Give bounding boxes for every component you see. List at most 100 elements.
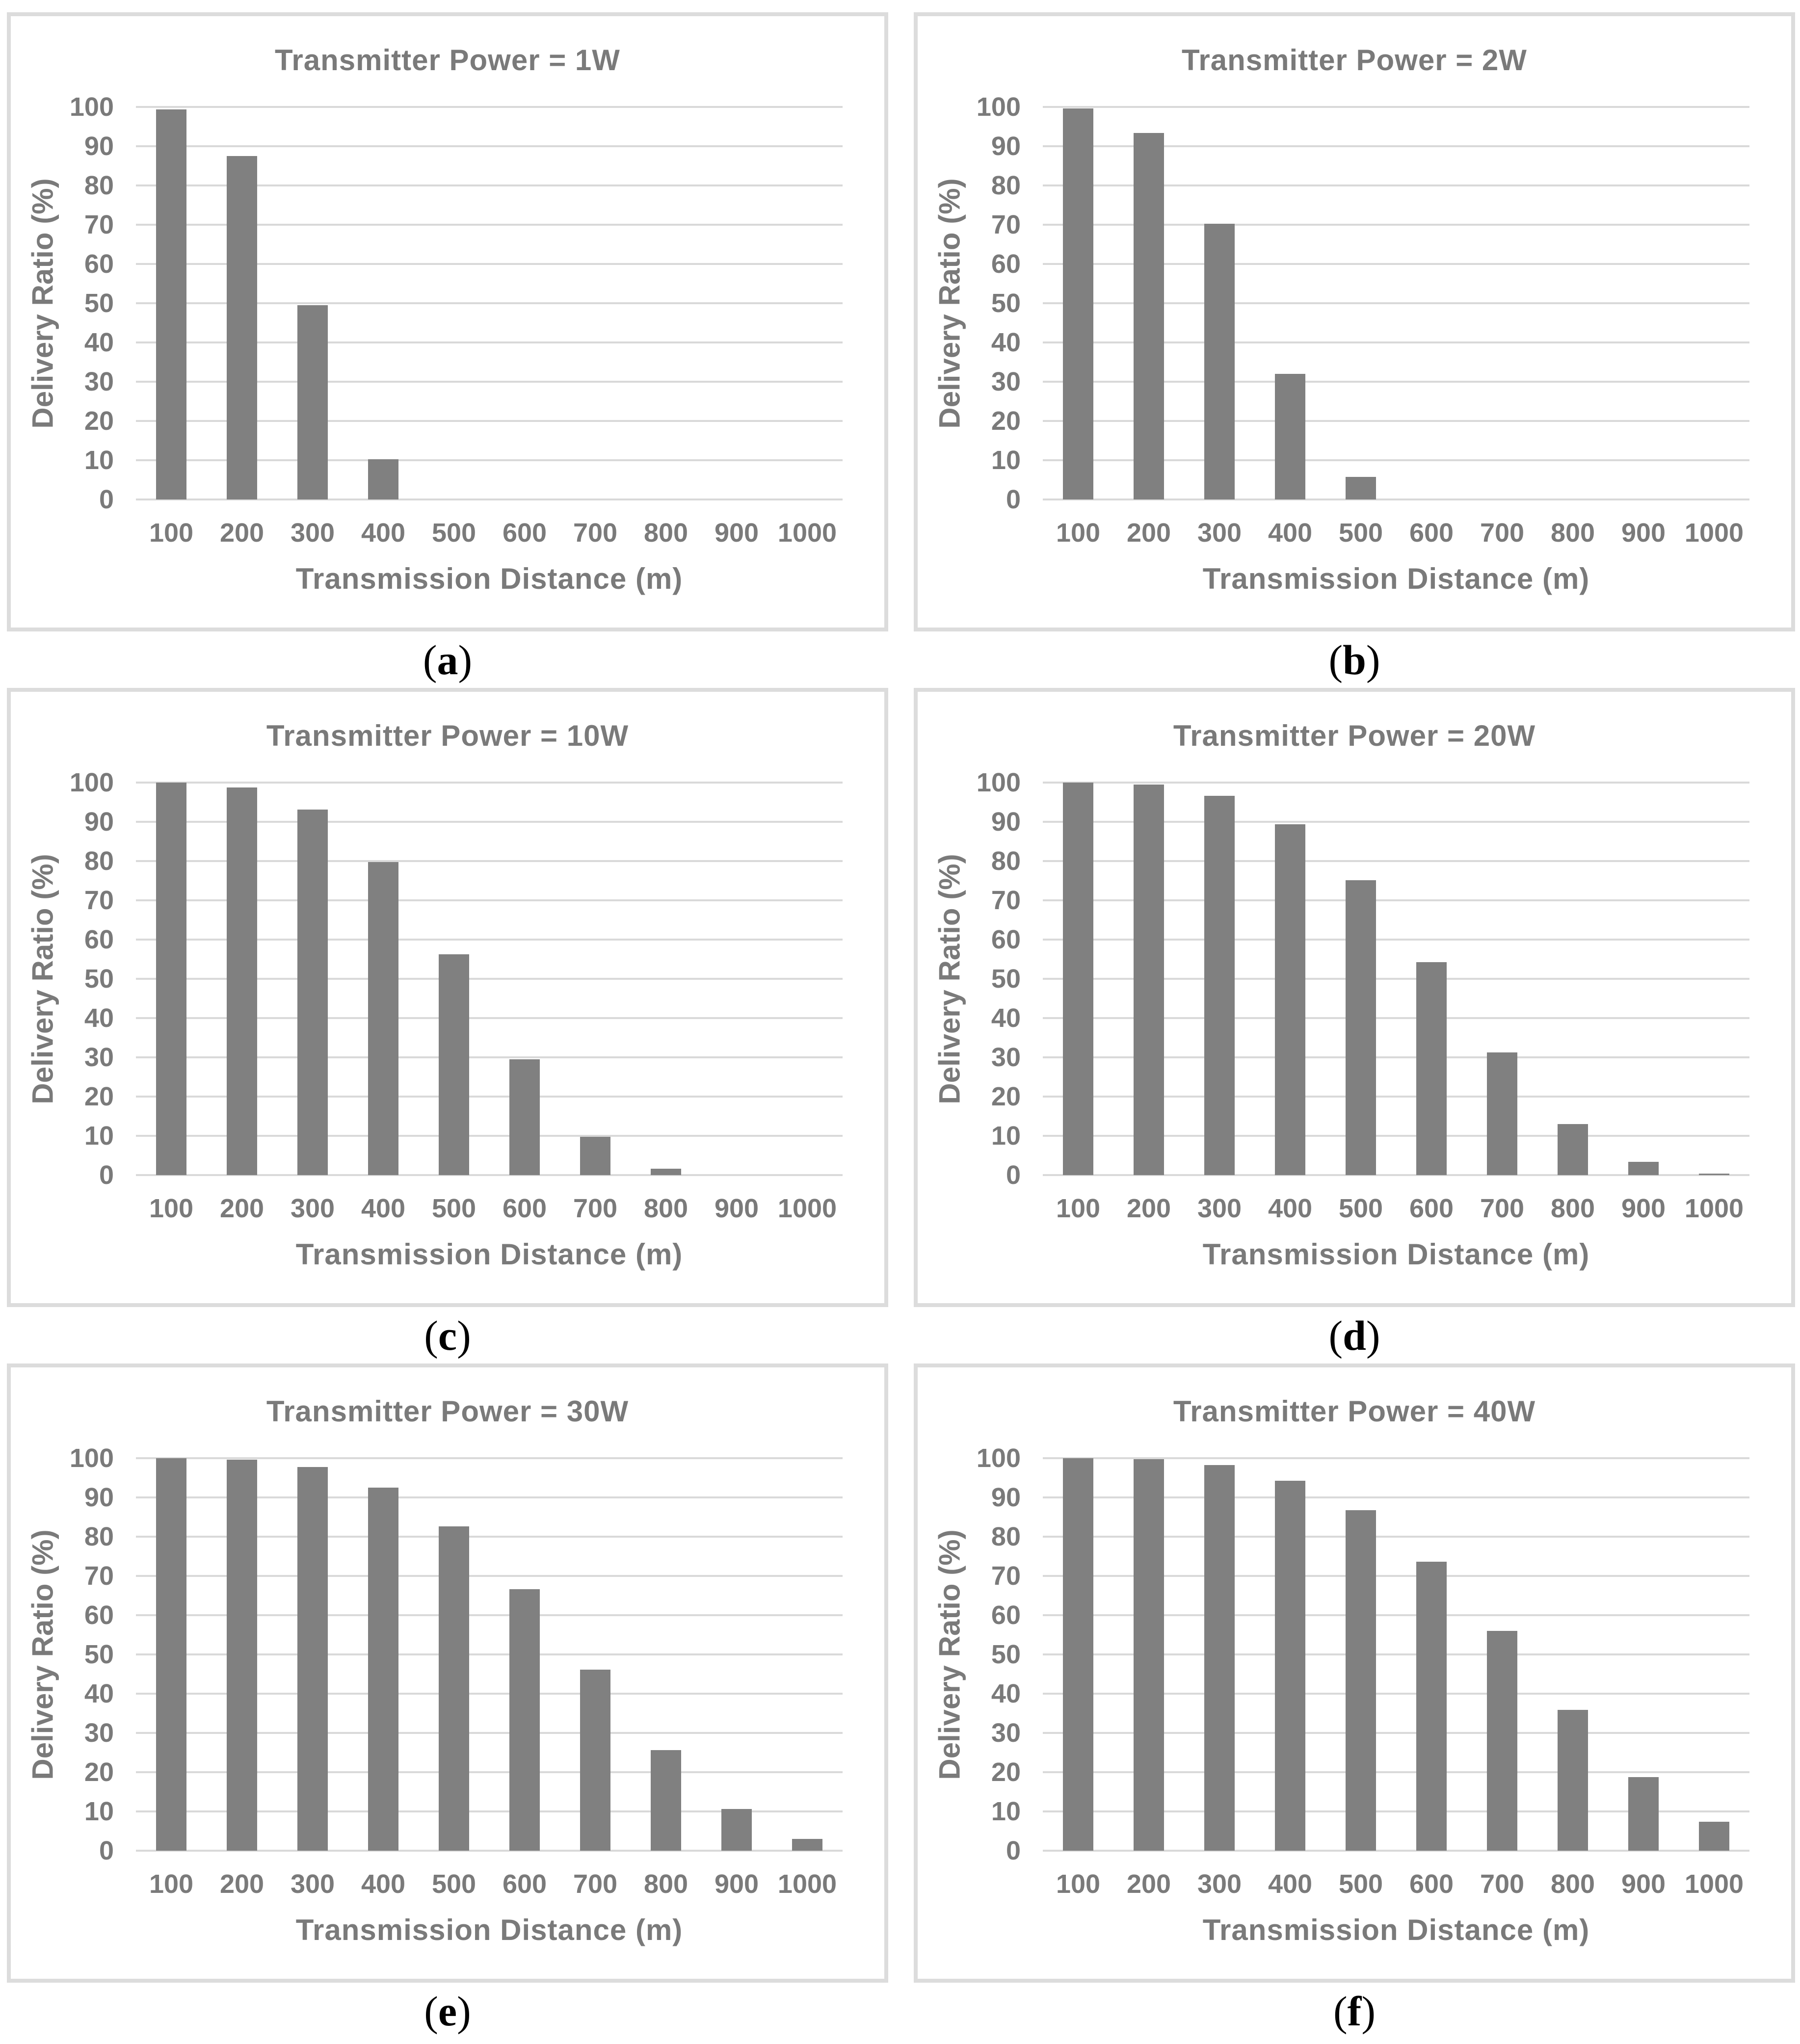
bar-slot-900 bbox=[701, 107, 772, 499]
gridline bbox=[1043, 1850, 1749, 1852]
y-tick-label: 90 bbox=[84, 1483, 114, 1512]
bar-400 bbox=[1275, 1480, 1305, 1851]
bar-300 bbox=[297, 305, 328, 499]
bar-slot-500 bbox=[419, 1458, 489, 1851]
bar-slot-700 bbox=[560, 783, 631, 1175]
chart-caption-letter: a bbox=[437, 636, 458, 683]
gridline bbox=[136, 1457, 843, 1459]
gridline bbox=[1043, 1693, 1749, 1695]
y-tick-label: 0 bbox=[1006, 485, 1021, 514]
bar-400 bbox=[368, 1488, 398, 1851]
bar-slot-200 bbox=[1113, 783, 1184, 1175]
x-tick-label: 200 bbox=[219, 1194, 265, 1223]
x-tick-label: 700 bbox=[1480, 1194, 1525, 1223]
gridline bbox=[1043, 1457, 1749, 1459]
x-tick-label: 100 bbox=[1056, 1869, 1101, 1899]
y-tick-label: 10 bbox=[84, 445, 114, 475]
bar-slot-100 bbox=[136, 783, 207, 1175]
gridline bbox=[136, 1017, 843, 1019]
y-tick-label: 10 bbox=[84, 1797, 114, 1826]
chart-panel-e: Transmitter Power = 30W Delivery Ratio (%… bbox=[7, 1363, 888, 1983]
y-tick-label: 20 bbox=[84, 1082, 114, 1111]
bar-slot-800 bbox=[631, 783, 701, 1175]
gridline bbox=[136, 1135, 843, 1137]
y-tick-label: 20 bbox=[84, 1757, 114, 1787]
x-tick-label: 300 bbox=[290, 1194, 335, 1223]
bar-100 bbox=[1063, 108, 1093, 499]
bar-slot-800 bbox=[1537, 783, 1608, 1175]
x-tick-label: 500 bbox=[1338, 1869, 1383, 1899]
bar-slot-600 bbox=[489, 1458, 560, 1851]
gridline bbox=[136, 263, 843, 265]
x-tick-label: 1000 bbox=[777, 1194, 837, 1223]
y-tick-label: 20 bbox=[84, 406, 114, 436]
x-tick-label: 600 bbox=[502, 518, 547, 548]
gridline bbox=[136, 1575, 843, 1577]
x-tick-label: 500 bbox=[431, 518, 476, 548]
bar-100 bbox=[156, 1458, 186, 1851]
x-axis-title: Transmission Distance (m) bbox=[1202, 1238, 1590, 1271]
bar-slot-1000 bbox=[772, 1458, 843, 1851]
y-tick-label: 20 bbox=[991, 1082, 1021, 1111]
chart-title: Transmitter Power = 2W bbox=[1182, 44, 1527, 77]
gridline bbox=[1043, 263, 1749, 265]
chart-cell-c: Transmitter Power = 10W Delivery Ratio (%… bbox=[7, 688, 888, 1363]
y-tick-label: 50 bbox=[84, 1640, 114, 1669]
bar-slot-200 bbox=[1113, 107, 1184, 499]
bar-slot-200 bbox=[207, 1458, 277, 1851]
chart-title: Transmitter Power = 10W bbox=[266, 719, 629, 752]
gridline bbox=[136, 939, 843, 941]
x-tick-label: 600 bbox=[502, 1194, 547, 1223]
gridline bbox=[136, 978, 843, 980]
bar-series bbox=[136, 107, 843, 499]
gridline bbox=[136, 459, 843, 461]
bar-slot-800 bbox=[1537, 107, 1608, 499]
bar-600 bbox=[509, 1059, 540, 1175]
bar-slot-500 bbox=[419, 107, 489, 499]
gridline bbox=[136, 1056, 843, 1058]
bar-400 bbox=[1275, 374, 1305, 499]
bar-1000 bbox=[792, 1839, 822, 1851]
y-tick-label: 40 bbox=[991, 1679, 1021, 1708]
y-axis-ticks: 0 10 20 30 40 50 60 70 80 90 100 bbox=[11, 94, 136, 513]
x-tick-label: 300 bbox=[290, 1869, 335, 1899]
bar-slot-300 bbox=[1184, 783, 1255, 1175]
bar-800 bbox=[651, 1169, 681, 1175]
bar-600 bbox=[509, 1589, 540, 1851]
y-tick-label: 70 bbox=[84, 886, 114, 915]
x-tick-label: 100 bbox=[149, 1194, 194, 1223]
y-tick-label: 80 bbox=[991, 1522, 1021, 1551]
bar-slot-900 bbox=[1608, 783, 1679, 1175]
y-tick-label: 0 bbox=[99, 1836, 114, 1865]
x-axis-title: Transmission Distance (m) bbox=[295, 1913, 683, 1946]
y-tick-label: 40 bbox=[991, 1003, 1021, 1033]
bar-slot-700 bbox=[1467, 107, 1537, 499]
bar-800 bbox=[1558, 1709, 1588, 1851]
bar-slot-600 bbox=[1396, 107, 1467, 499]
bar-200 bbox=[1134, 132, 1164, 499]
chart-caption-d: (d) bbox=[1328, 1311, 1380, 1359]
bar-100 bbox=[156, 109, 186, 499]
bar-slot-1000 bbox=[1679, 1458, 1749, 1851]
bar-slot-300 bbox=[277, 783, 348, 1175]
bar-1000 bbox=[1699, 1821, 1729, 1851]
chart-panel-d: Transmitter Power = 20W Delivery Ratio (%… bbox=[914, 688, 1795, 1307]
chart-cell-b: Transmitter Power = 2W Delivery Ratio (%)… bbox=[914, 12, 1795, 688]
gridline bbox=[1043, 899, 1749, 901]
x-tick-label: 200 bbox=[219, 518, 265, 548]
bar-200 bbox=[227, 1460, 257, 1851]
bar-slot-900 bbox=[701, 783, 772, 1175]
y-tick-label: 40 bbox=[991, 328, 1021, 357]
chart-panel-b: Transmitter Power = 2W Delivery Ratio (%)… bbox=[914, 12, 1795, 631]
chart-caption-letter: e bbox=[438, 1987, 457, 2035]
x-axis-ticks: 100 200 300 400 500 600 700 800 900 1000 bbox=[1043, 1869, 1749, 1899]
x-tick-label: 200 bbox=[1126, 518, 1171, 548]
gridline bbox=[136, 1174, 843, 1176]
gridline bbox=[136, 899, 843, 901]
gridline bbox=[1043, 106, 1749, 108]
y-tick-label: 40 bbox=[84, 1679, 114, 1708]
gridline bbox=[136, 498, 843, 500]
y-tick-label: 0 bbox=[99, 1160, 114, 1190]
bar-slot-400 bbox=[1255, 783, 1325, 1175]
y-tick-label: 30 bbox=[991, 1718, 1021, 1748]
